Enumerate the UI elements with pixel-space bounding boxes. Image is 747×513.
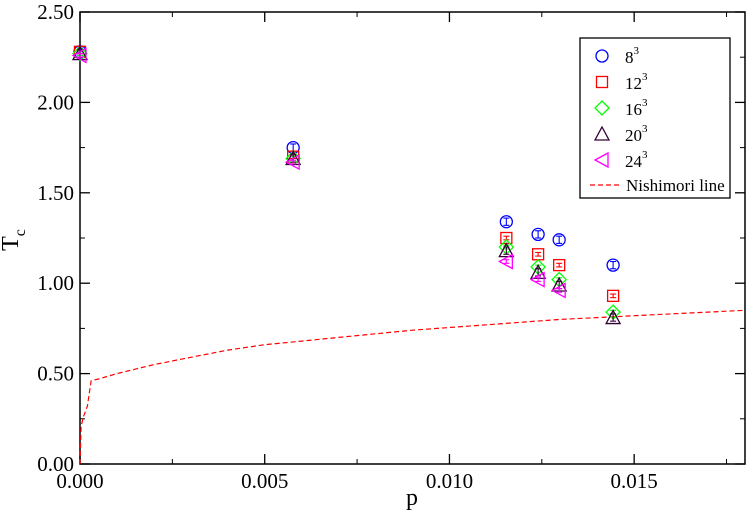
legend-24-cubed-label: 243: [625, 149, 648, 171]
series-8-cubed-marker: [531, 227, 545, 242]
svg-text:Tc: Tc: [0, 229, 29, 251]
y-axis-title: Tc: [0, 229, 29, 251]
legend-8-cubed-swatch: [595, 49, 609, 63]
legend-items: 83 123 163 203 243 Nishimori line: [590, 45, 725, 195]
y-tick-label: 1.50: [37, 181, 74, 205]
series-24-cubed-point: [71, 47, 87, 64]
legend-16-cubed-swatch: [594, 100, 610, 116]
series-8-cubed-point: [552, 233, 566, 247]
data-markers: [71, 45, 622, 325]
series-8-cubed-marker: [552, 233, 566, 247]
y-axis-title-subscript: c: [12, 229, 29, 236]
axis-ticks: 0.000 0.005 0.010 0.015 0.00 0.50 1.00 1.50 2.00…: [37, 0, 745, 493]
series-24-cubed-marker: [71, 47, 87, 64]
series-20-cubed-marker: [285, 150, 302, 166]
y-axis-title-main: T: [0, 236, 24, 251]
series-8-cubed-marker: [606, 258, 620, 272]
series-20-cubed-point: [498, 242, 515, 258]
legend-box: [579, 37, 731, 199]
series-12-cubed-point: [500, 231, 513, 245]
series-12-cubed-marker: [606, 289, 620, 303]
legend-20-cubed-swatch: [593, 125, 611, 141]
series-8-cubed-point: [606, 258, 620, 272]
series-8-cubed-marker: [286, 140, 300, 155]
series-16-cubed-marker: [72, 45, 88, 62]
x-tick-label: 0.000: [56, 469, 103, 493]
legend-20-cubed-label: 203: [625, 123, 648, 145]
x-tick-label: 0.005: [241, 469, 288, 493]
nishimori-line: [79, 309, 746, 465]
y-tick-label: 2.00: [37, 90, 74, 114]
series-12-cubed-marker: [553, 258, 566, 272]
series-24-cubed-marker: [529, 271, 545, 288]
y-tick-label: 0.50: [37, 362, 74, 386]
series-24-cubed-point: [550, 282, 566, 299]
legend-12-cubed-swatch: [595, 75, 609, 89]
series-8-cubed-point: [499, 215, 513, 229]
series-24-cubed-marker: [550, 282, 566, 299]
legend-12-cubed-label: 123: [625, 71, 648, 93]
x-tick-label: 0.015: [611, 469, 658, 493]
series-24-cubed-point: [529, 271, 545, 288]
series-20-cubed-point: [605, 309, 622, 325]
legend-8-cubed-label: 83: [625, 45, 640, 67]
x-axis-title: p: [406, 485, 418, 511]
series-24-cubed-marker: [284, 153, 300, 171]
series-12-cubed-point: [531, 248, 545, 261]
series-12-cubed-point: [553, 258, 566, 272]
y-tick-label: 0.00: [37, 452, 74, 476]
nishimori-line-layer: [79, 309, 746, 465]
legend-16-cubed-label: 163: [625, 97, 648, 119]
y-tick-label: 1.00: [37, 271, 74, 295]
legend-24-cubed-swatch: [593, 151, 609, 169]
series-8-cubed-point: [531, 227, 545, 242]
y-tick-label: 2.50: [37, 0, 74, 24]
series-24-cubed-point: [497, 253, 513, 270]
series-24-cubed-point: [284, 153, 300, 171]
series-8-cubed-marker: [499, 215, 513, 229]
legend-nishimori-label: Nishimori line: [626, 176, 725, 195]
series-20-cubed-marker: [498, 242, 515, 258]
series-12-cubed-point: [606, 289, 620, 303]
series-24-cubed-marker: [497, 253, 513, 270]
series-20-cubed-marker: [605, 309, 622, 325]
x-tick-label: 0.010: [426, 469, 473, 493]
legend: 83 123 163 203 243 Nishimori line: [579, 37, 731, 199]
